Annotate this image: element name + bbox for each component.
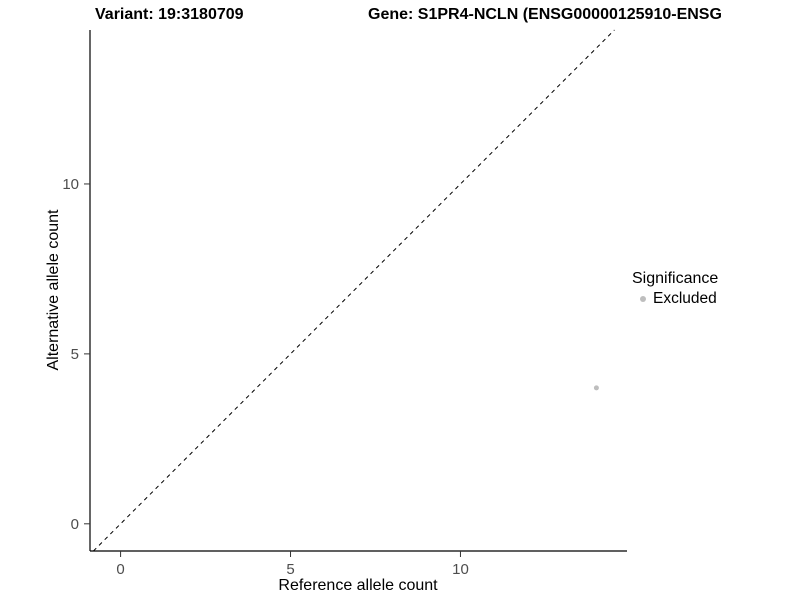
y-tick-label: 5 (71, 346, 79, 363)
y-tick-label: 10 (62, 176, 79, 193)
x-axis-title: Reference allele count (278, 577, 438, 594)
plot-title-variant: Variant: 19:3180709 (95, 6, 244, 23)
legend-item-label: Excluded (653, 290, 717, 307)
x-tick-label: 5 (286, 561, 294, 578)
identity-dashed-line (93, 29, 615, 552)
legend-point-icon (640, 296, 646, 302)
y-tick-label: 0 (71, 516, 79, 533)
legend: Significance Excluded (632, 270, 718, 308)
x-tick-label: 0 (116, 561, 124, 578)
plot-title-gene: Gene: S1PR4-NCLN (ENSG00000125910-ENSG (368, 6, 722, 23)
x-tick-label: 10 (452, 561, 469, 578)
data-point (593, 385, 599, 391)
legend-title: Significance (632, 270, 719, 287)
legend-item-excluded: Excluded (632, 290, 718, 308)
